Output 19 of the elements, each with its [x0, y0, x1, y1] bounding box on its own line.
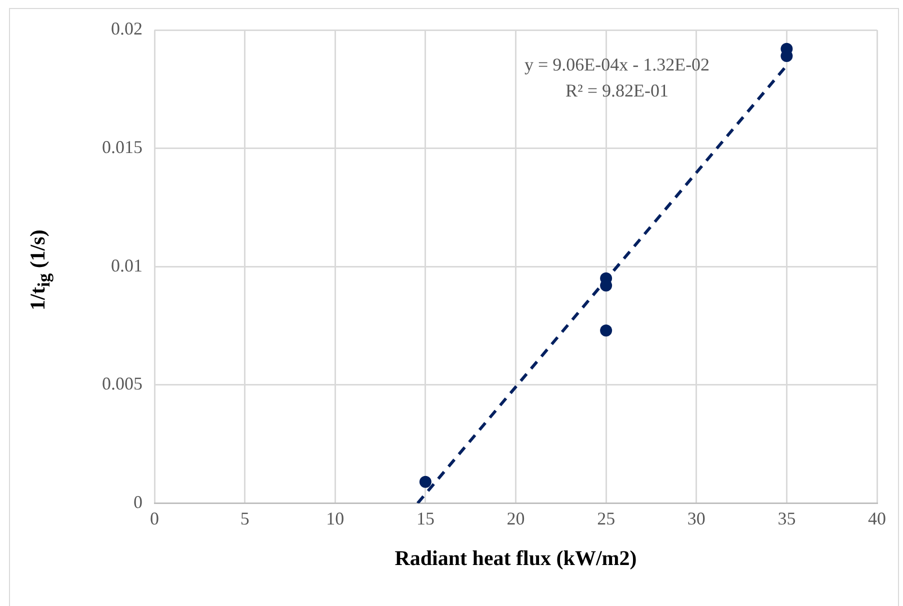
x-tick-label: 10 [326, 508, 344, 529]
x-tick-label: 15 [416, 508, 434, 529]
y-tick-label: 0.015 [102, 137, 142, 158]
x-tick-label: 25 [597, 508, 616, 529]
x-tick-label: 0 [150, 508, 159, 529]
x-axis-title: Radiant heat flux (kW/m2) [394, 546, 637, 570]
y-tick-label: 0.005 [102, 374, 142, 394]
x-tick-label: 30 [687, 508, 706, 529]
point [600, 324, 612, 336]
x-tick-label: 5 [240, 508, 250, 529]
point [419, 476, 432, 488]
x-tick-label: 20 [506, 508, 525, 529]
annotation: R² = 9.82E-01 [565, 80, 669, 101]
x-tick-label: 40 [868, 508, 886, 529]
y-tick-label: 0 [134, 492, 142, 512]
x-tick-label: 35 [778, 508, 796, 529]
annotation: y = 9.06E-04x - 1.32E-02 [524, 54, 710, 75]
y-tick-label: 0.01 [111, 255, 142, 276]
y-tick-label: 0.02 [111, 18, 142, 39]
